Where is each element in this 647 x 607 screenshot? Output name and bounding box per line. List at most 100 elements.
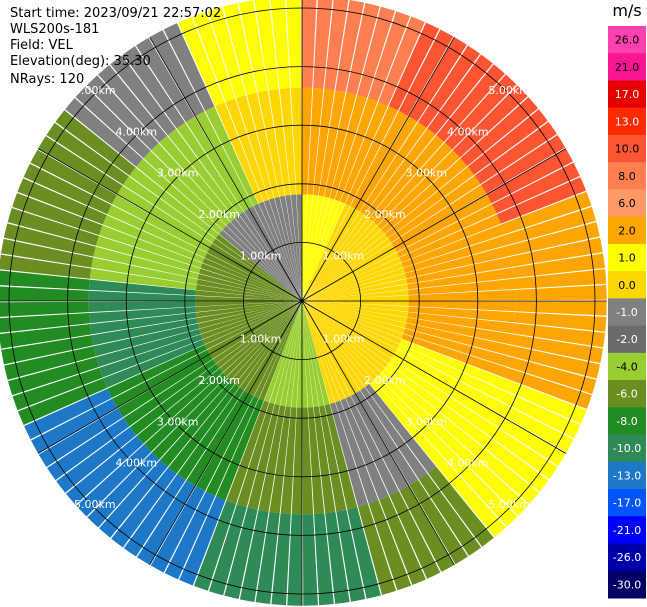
ray-segment bbox=[95, 235, 201, 274]
ray-segment bbox=[205, 396, 259, 496]
ray-segment bbox=[313, 0, 333, 89]
range-ring-label: 3.00km bbox=[157, 167, 199, 180]
ray-segment bbox=[350, 110, 408, 209]
range-ring-label: 1.00km bbox=[323, 332, 365, 345]
ray-segment bbox=[302, 278, 408, 301]
ray-segment bbox=[258, 405, 286, 512]
ray-segment bbox=[200, 301, 302, 340]
ray-segment bbox=[302, 301, 409, 312]
ray-segment bbox=[403, 235, 508, 273]
ray-segment bbox=[247, 404, 280, 510]
ray-segment bbox=[93, 246, 199, 279]
ray-segment bbox=[196, 279, 302, 301]
ray-segment bbox=[91, 257, 198, 285]
azimuth-spoke bbox=[301, 300, 455, 566]
ray-segment bbox=[367, 11, 411, 102]
ray-segment bbox=[302, 301, 389, 368]
ray-segment bbox=[388, 359, 481, 426]
ray-segment bbox=[302, 194, 313, 301]
range-ring-label: 4.00km bbox=[115, 457, 157, 470]
range-grid bbox=[0, 0, 607, 606]
ray-segment bbox=[302, 301, 319, 408]
ray-segment bbox=[512, 323, 606, 348]
ray-segment bbox=[234, 214, 302, 301]
ray-segment bbox=[274, 196, 302, 301]
ray-segment bbox=[302, 194, 308, 301]
ray-segment bbox=[204, 252, 302, 301]
ray-segment bbox=[263, 199, 302, 301]
ray-segment bbox=[369, 380, 445, 467]
ray-segment bbox=[364, 128, 436, 218]
ray-segment bbox=[144, 372, 227, 452]
ray-segment bbox=[302, 0, 317, 88]
ray-segment bbox=[302, 203, 351, 301]
ray-segment bbox=[302, 301, 314, 408]
ray-segment bbox=[192, 11, 236, 102]
ray-segment bbox=[243, 208, 302, 301]
ray-segment bbox=[358, 503, 397, 596]
ray-segment bbox=[274, 301, 302, 406]
ray-segment bbox=[143, 150, 227, 230]
ray-segment bbox=[239, 509, 269, 602]
ray-segment bbox=[279, 88, 296, 195]
ray-segment bbox=[369, 135, 445, 222]
ray-segment bbox=[89, 312, 197, 335]
range-ring-label: 5.00km bbox=[74, 498, 116, 511]
ray-segment bbox=[302, 195, 324, 301]
ray-segment bbox=[259, 301, 302, 401]
ray-segment bbox=[159, 135, 235, 222]
ray-segment bbox=[335, 0, 365, 93]
range-ring-label: 2.00km bbox=[198, 208, 240, 221]
ray-segment bbox=[302, 87, 313, 195]
ray-segment bbox=[377, 150, 460, 230]
ray-segment bbox=[302, 284, 409, 301]
ray-segment bbox=[0, 301, 89, 317]
ray-segment bbox=[117, 185, 213, 248]
ray-segment bbox=[254, 0, 279, 91]
ray-segment bbox=[388, 175, 481, 243]
range-ring-label: 5.00km bbox=[488, 84, 530, 97]
ray-segment bbox=[391, 354, 487, 417]
ray-segment bbox=[185, 116, 249, 212]
ray-segment bbox=[290, 194, 302, 301]
ray-segment bbox=[355, 116, 418, 212]
ray-segment bbox=[264, 301, 302, 403]
ray-segment bbox=[102, 215, 205, 263]
ray-segment bbox=[401, 333, 505, 377]
ray-segment bbox=[89, 268, 197, 290]
range-ring-label: 3.00km bbox=[406, 167, 448, 180]
ray-segment bbox=[224, 507, 258, 600]
ray-segment bbox=[510, 237, 603, 267]
ray-segment bbox=[302, 301, 392, 364]
ray-segment bbox=[508, 222, 600, 256]
ray-segment bbox=[226, 222, 302, 301]
ray-segment bbox=[308, 407, 325, 514]
ray-segment bbox=[408, 289, 516, 301]
ray-segment bbox=[302, 301, 365, 391]
ray-segment bbox=[407, 312, 515, 334]
range-ring-label: 1.00km bbox=[240, 332, 282, 345]
ray-segment bbox=[195, 301, 302, 307]
ray-segment bbox=[107, 204, 207, 258]
ray-segment bbox=[236, 95, 274, 200]
ray-segment bbox=[405, 323, 511, 356]
ray-segment bbox=[406, 317, 513, 345]
ray-segment bbox=[195, 284, 302, 301]
ray-segment bbox=[403, 328, 509, 367]
range-ring-label: 3.00km bbox=[406, 415, 448, 428]
azimuth-spoke bbox=[301, 300, 567, 454]
ray-segment bbox=[501, 191, 592, 235]
ray-segment bbox=[167, 128, 239, 219]
ray-segment bbox=[397, 204, 497, 258]
ray-segment bbox=[0, 324, 92, 349]
ray-segment bbox=[168, 384, 240, 474]
ray-segment bbox=[368, 500, 412, 591]
ray-segment bbox=[330, 402, 368, 507]
ray-segment bbox=[117, 354, 213, 418]
range-ring-label: 2.00km bbox=[364, 208, 406, 221]
ray-segment bbox=[336, 509, 366, 602]
ray-segment bbox=[302, 514, 318, 606]
ray-segment bbox=[223, 3, 257, 95]
azimuth-spoke bbox=[37, 148, 303, 302]
start-time-label: Start time: 2023/09/21 22:57:02 bbox=[10, 6, 222, 21]
